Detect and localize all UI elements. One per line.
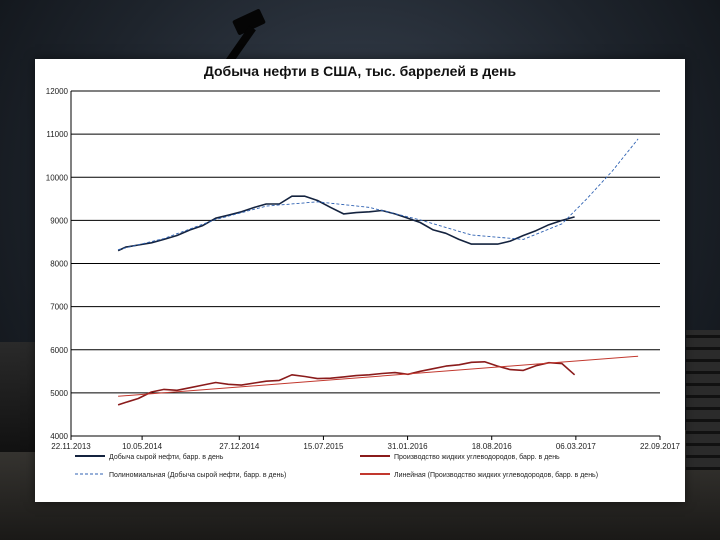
x-tick-label: 18.08.2016 [472, 442, 513, 451]
y-tick-label: 8000 [50, 260, 68, 269]
series-line-4 [118, 355, 639, 397]
axes: 4000 5000 6000 7000 8000 9000 10000 11000 12000 2… [46, 87, 681, 451]
y-tick-label: 9000 [50, 216, 68, 225]
x-tick-label: 15.07.2015 [303, 442, 344, 451]
y-tick-label: 12000 [46, 87, 69, 96]
legend-label: Добыча сырой нефти, барр. в день [109, 453, 224, 461]
y-tick-label: 5000 [50, 389, 68, 398]
chart-title: Добыча нефти в США, тыс. баррелей в день [204, 63, 517, 79]
gridlines [71, 90, 660, 394]
y-tick-label: 4000 [50, 432, 68, 441]
x-tick-label: 10.05.2014 [122, 442, 163, 451]
series-line-3 [117, 360, 576, 406]
series-line-1 [117, 195, 575, 252]
series [117, 138, 639, 406]
legend: Добыча сырой нефти, барр. в день Полиноми… [75, 453, 598, 479]
y-tick-label: 10000 [46, 173, 69, 182]
x-tick-label: 27.12.2014 [219, 442, 260, 451]
x-tick-label: 22.09.2017 [640, 442, 681, 451]
y-tick-label: 7000 [50, 303, 68, 312]
legend-label: Полиномиальная (Добыча сырой нефти, барр… [109, 471, 286, 479]
x-tick-label: 06.03.2017 [556, 442, 597, 451]
x-tick-label: 22.11.2013 [51, 442, 91, 451]
right-derrick-silhouette [686, 330, 720, 470]
y-tick-label: 11000 [46, 130, 68, 139]
oil-production-chart: Добыча нефти в США, тыс. баррелей в день… [46, 63, 681, 479]
series-line-2 [117, 138, 639, 251]
chart-card: Добыча нефти в США, тыс. баррелей в день… [35, 59, 685, 502]
x-tick-label: 31.01.2016 [388, 442, 429, 451]
legend-label: Производство жидких углеводородов, барр.… [394, 453, 560, 461]
left-derrick-silhouette [0, 342, 36, 452]
y-tick-label: 6000 [50, 346, 68, 355]
legend-label: Линейная (Производство жидких углеводоро… [394, 471, 598, 479]
